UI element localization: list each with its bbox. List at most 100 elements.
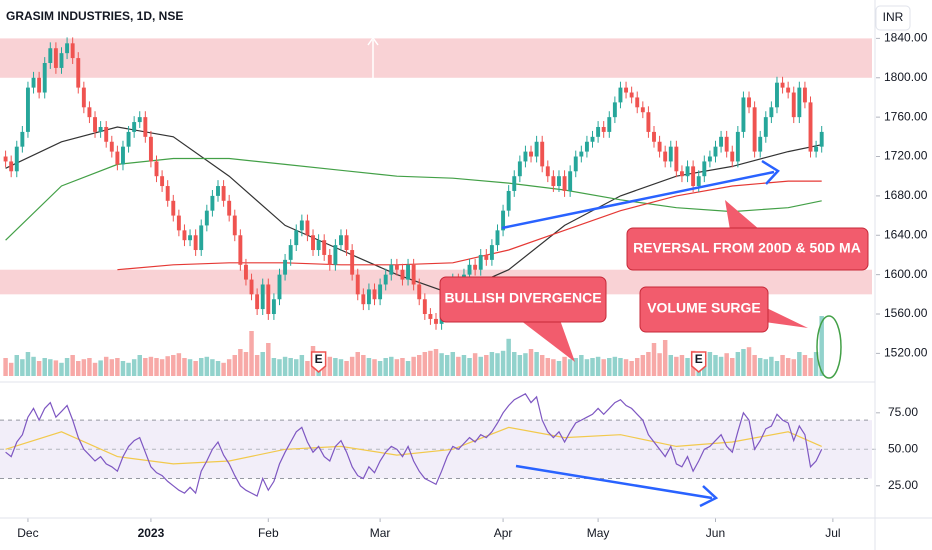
volume-bar: [299, 355, 305, 376]
volume-bar: [713, 355, 718, 376]
candle-body: [389, 264, 394, 275]
candle-body: [193, 235, 198, 251]
candle-body: [311, 235, 315, 251]
volume-bar: [657, 353, 662, 376]
candle-body: [339, 235, 343, 246]
volume-bar: [198, 358, 204, 376]
candle-body: [775, 82, 779, 108]
x-tick-label: Feb: [258, 526, 279, 540]
volume-bar: [103, 356, 109, 376]
candle-body: [137, 117, 142, 123]
volume-bar: [81, 359, 87, 376]
volume-bar: [92, 362, 98, 376]
candle-body: [422, 299, 427, 315]
volume-bar: [551, 359, 556, 376]
candle-body: [495, 230, 500, 246]
volume-bar: [674, 356, 679, 376]
volume-bar: [3, 358, 8, 376]
candle-body: [557, 176, 561, 187]
candle-body: [668, 146, 673, 162]
candle-body: [93, 117, 97, 132]
volume-bar: [59, 362, 64, 376]
candle-body: [769, 107, 774, 118]
volume-bar: [685, 358, 690, 376]
volume-bar: [450, 352, 456, 376]
volume-bar: [517, 355, 523, 376]
y-tick-label: 1520.00: [884, 346, 928, 360]
candle-body: [814, 146, 819, 152]
annotation: VOLUME SURGE: [647, 300, 761, 316]
volume-bar: [137, 355, 142, 376]
callout: [626, 227, 869, 271]
candle-body: [551, 176, 556, 187]
x-tick-label: May: [587, 526, 610, 540]
volume-bar: [238, 349, 243, 376]
volume-bar: [215, 361, 221, 376]
volume-bar: [774, 361, 780, 376]
volume-bar: [394, 359, 400, 376]
volume-bar: [813, 352, 819, 376]
candle-body: [506, 190, 511, 211]
volume-bar: [735, 352, 741, 376]
volume-bar: [780, 355, 785, 376]
rsi-tick-label: 50.00: [888, 441, 918, 455]
volume-bar: [769, 356, 774, 376]
volume-bar: [25, 352, 31, 376]
candle-body: [780, 82, 785, 88]
volume-bar: [109, 359, 115, 376]
volume-bar: [64, 358, 70, 376]
candle-body: [797, 87, 802, 118]
candle-body: [210, 195, 215, 211]
earnings-marker: [690, 351, 707, 373]
volume-bar: [467, 358, 472, 376]
candle-body: [316, 240, 321, 251]
candle-body: [176, 215, 181, 231]
candle-body: [512, 176, 517, 191]
candle-body: [53, 48, 58, 68]
x-tick-label: Jul: [825, 526, 840, 540]
earnings-label: E: [695, 352, 703, 366]
candle-body: [81, 87, 86, 108]
volume-bar: [573, 358, 578, 376]
candle-body: [25, 87, 30, 132]
y-tick-label: 1600.00: [884, 267, 928, 281]
candle-body: [199, 225, 204, 251]
volume-bar: [254, 355, 260, 376]
candle-body: [366, 289, 371, 305]
candle-body: [232, 215, 237, 236]
candle-body: [255, 294, 260, 310]
volume-bar: [20, 359, 25, 376]
candle-body: [640, 107, 645, 113]
candle-body: [467, 264, 472, 275]
candle-body: [584, 141, 589, 152]
candle-body: [724, 136, 729, 152]
volume-bar: [612, 356, 618, 376]
volume-bar: [193, 361, 198, 376]
volume-bar: [741, 349, 746, 376]
candle-body: [719, 136, 724, 147]
volume-bar: [523, 353, 528, 376]
volume-bar: [752, 355, 757, 376]
candle-body: [277, 274, 282, 300]
candle-body: [791, 92, 796, 118]
currency[interactable]: INR: [883, 10, 904, 24]
candle-body: [406, 264, 411, 280]
candle-body: [20, 131, 25, 147]
rsi-ma: [5, 426, 822, 465]
currency-badge[interactable]: [875, 5, 911, 31]
volume-bar: [305, 361, 310, 376]
candle-body: [394, 264, 399, 270]
candle-body: [31, 77, 36, 88]
volume-bar: [556, 361, 562, 376]
candle-body: [350, 250, 355, 275]
candle-body: [260, 284, 265, 310]
candle-body: [344, 235, 349, 251]
zone: [0, 38, 872, 78]
candle-body: [70, 43, 75, 59]
volume-bar: [506, 338, 511, 376]
candle-body: [204, 210, 209, 226]
y-tick-label: 1560.00: [884, 306, 928, 320]
candle-body: [601, 126, 606, 132]
candle-body: [411, 264, 416, 285]
volume-bar: [607, 358, 612, 376]
